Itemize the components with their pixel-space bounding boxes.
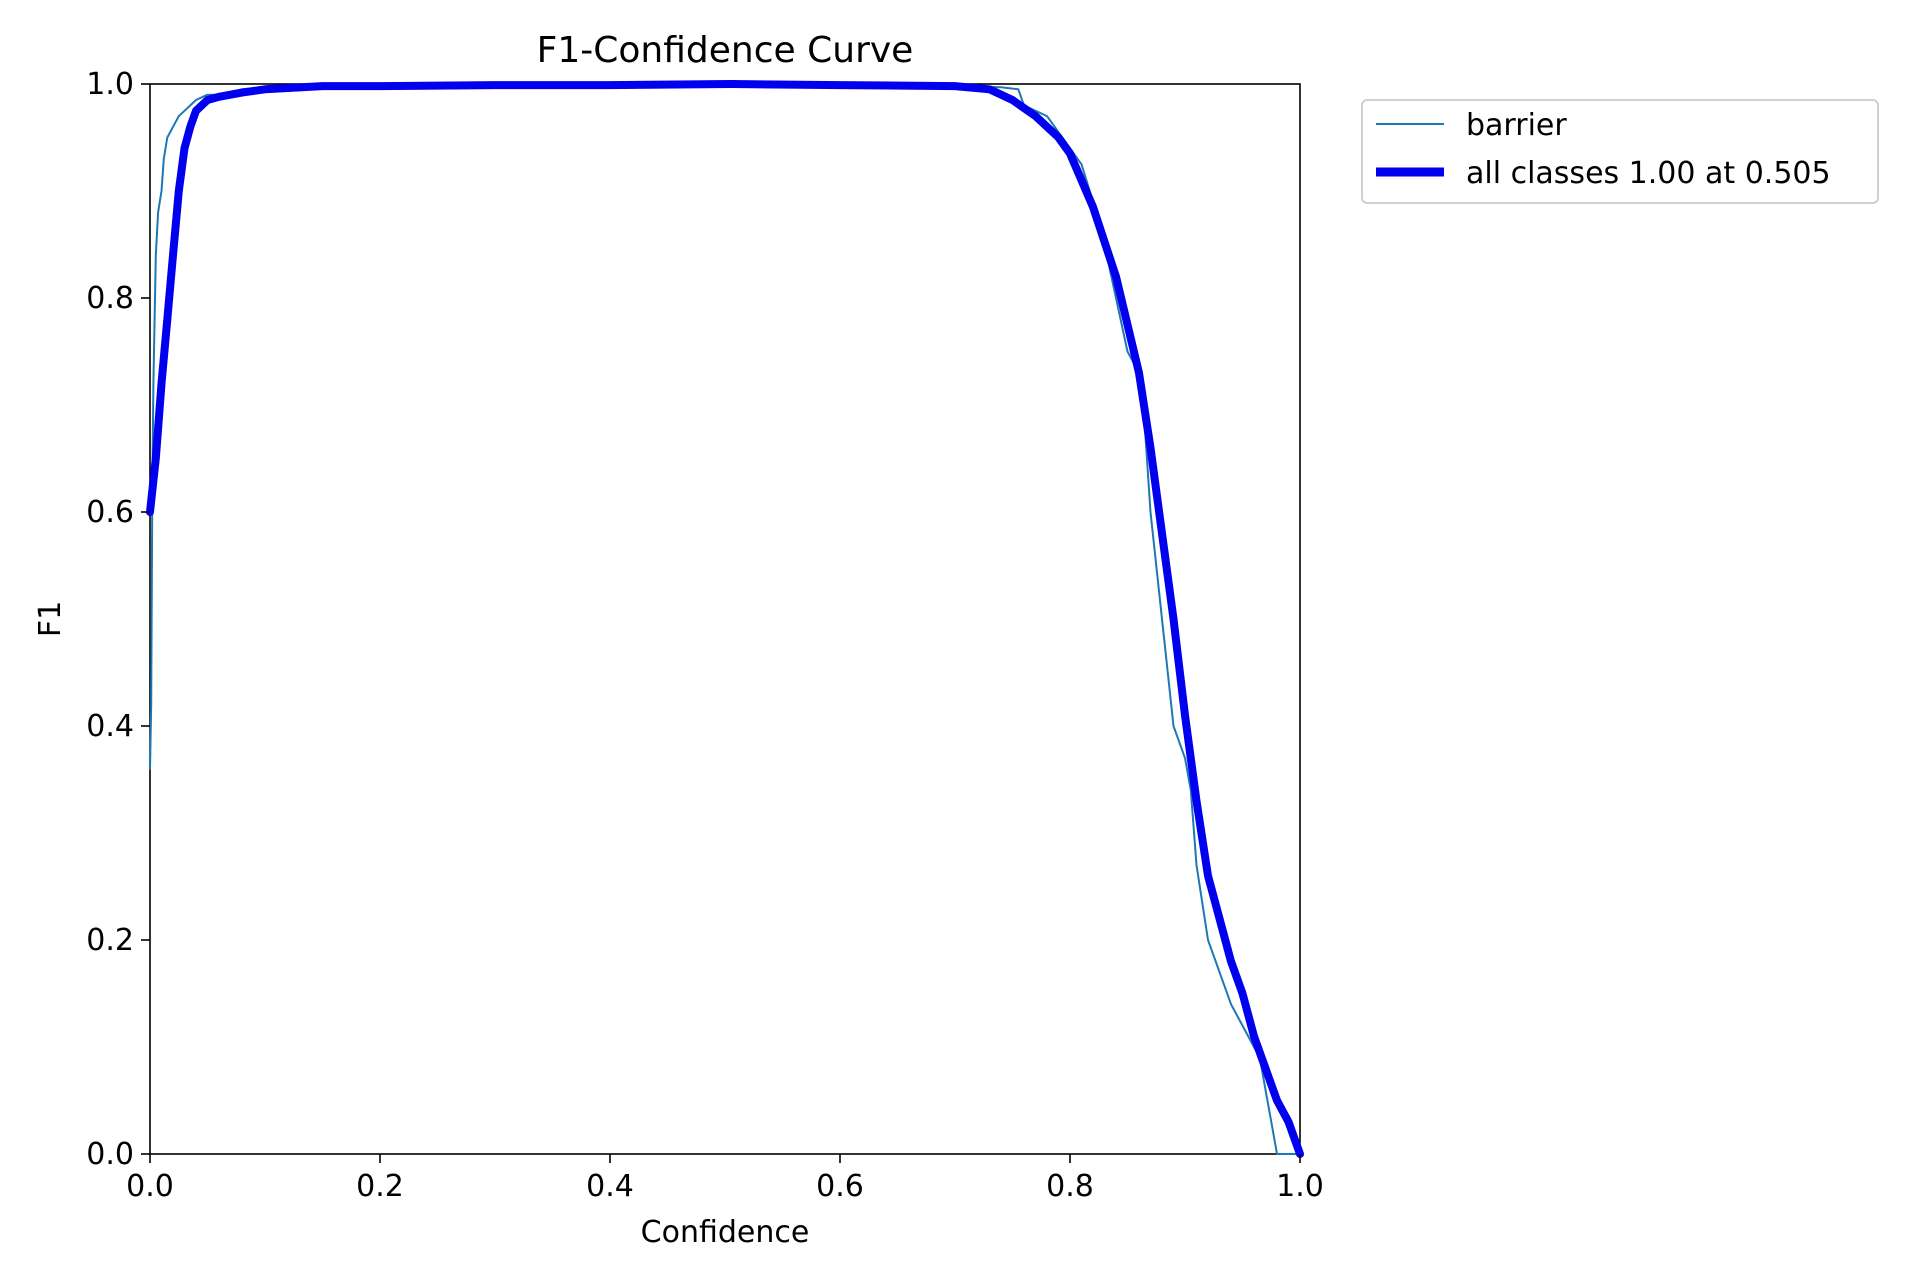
legend-label-all-classes: all classes 1.00 at 0.505 <box>1466 156 1831 191</box>
series-line-barrier <box>149 83 1301 1155</box>
y-axis-label: F1 <box>33 601 68 637</box>
series-line-all-classes <box>146 80 1304 1158</box>
series-layer <box>146 80 1304 1158</box>
x-tick-label: 0.8 <box>1046 1169 1094 1204</box>
y-tick-label: 0.6 <box>86 495 134 530</box>
legend-box <box>1361 99 1879 204</box>
x-tick-label: 0.2 <box>356 1169 404 1204</box>
y-tick-label: 0.4 <box>86 709 134 744</box>
y-axis-ticks: 0.0 0.2 0.4 0.6 0.8 1.0 <box>86 67 150 1172</box>
x-axis-label: Confidence <box>641 1215 810 1250</box>
y-tick-label: 1.0 <box>86 67 134 102</box>
y-tick-label: 0.0 <box>86 1137 134 1172</box>
x-tick-label: 0.4 <box>586 1169 634 1204</box>
plot-frame <box>149 83 1301 1155</box>
y-tick-label: 0.2 <box>86 923 134 958</box>
x-tick-label: 1.0 <box>1276 1169 1324 1204</box>
y-tick-label: 0.8 <box>86 281 134 316</box>
legend-label-barrier: barrier <box>1466 108 1567 143</box>
x-tick-label: 0.0 <box>126 1169 174 1204</box>
legend: barrier all classes 1.00 at 0.505 <box>1361 99 1879 204</box>
plot-area <box>146 80 1304 1158</box>
x-axis-ticks: 0.0 0.2 0.4 0.6 0.8 1.0 <box>126 1154 1324 1204</box>
x-tick-label: 0.6 <box>816 1169 864 1204</box>
chart-title: F1-Confidence Curve <box>537 30 914 71</box>
